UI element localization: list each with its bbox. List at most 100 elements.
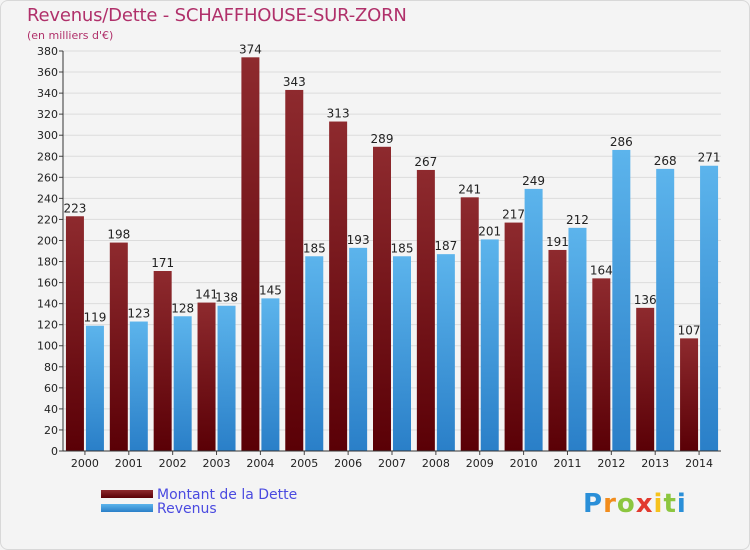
y-tick-label: 260: [37, 171, 58, 184]
x-tick-label: 2001: [115, 457, 143, 470]
data-label-dette: 241: [458, 182, 481, 196]
bar-dette: [592, 278, 611, 451]
data-label-dette: 198: [107, 228, 130, 242]
grid-lines: [63, 50, 721, 452]
legend-swatch-revenus: [101, 504, 153, 512]
y-tick-label: 100: [37, 340, 58, 353]
logo-letter: r: [603, 489, 617, 519]
y-tick-label: 360: [37, 66, 58, 79]
y-tick-label: 280: [37, 150, 58, 163]
x-tick-label: 2014: [685, 457, 713, 470]
bar-revenus: [129, 321, 148, 451]
data-label-revenus: 268: [654, 154, 677, 168]
y-tick-label: 180: [37, 256, 58, 269]
logo-letter: i: [653, 489, 664, 519]
y-tick-label: 0: [51, 445, 58, 458]
bar-dette: [504, 222, 523, 451]
data-label-revenus: 271: [698, 151, 721, 165]
bar-dette: [285, 89, 304, 452]
bar-revenus: [173, 316, 192, 451]
legend-swatch-dette: [101, 490, 153, 498]
data-label-revenus: 201: [478, 224, 501, 238]
y-tick-label: 80: [44, 361, 58, 374]
x-tick-label: 2011: [553, 457, 581, 470]
data-label-dette: 141: [195, 288, 218, 302]
x-tick-label: 2005: [290, 457, 318, 470]
bar-revenus: [568, 227, 587, 451]
data-label-revenus: 138: [215, 291, 238, 305]
chart-subtitle: (en milliers d'€): [27, 29, 114, 42]
legend-label-revenus: Revenus: [157, 501, 217, 517]
data-label-dette: 107: [678, 323, 701, 337]
x-tick-label: 2002: [159, 457, 187, 470]
y-tick-label: 200: [37, 234, 58, 247]
y-axis-ticks: 0 20 40 60 80 100 120 140 160 180 200 220 240 260 280 3…: [37, 45, 63, 458]
bar-dette: [548, 249, 567, 451]
legend-label-dette: Montant de la Dette: [157, 487, 298, 503]
bar-revenus: [217, 305, 236, 451]
data-label-revenus: 193: [347, 233, 370, 247]
x-tick-label: 2007: [378, 457, 406, 470]
y-tick-label: 160: [37, 277, 58, 290]
bar-dette: [197, 302, 216, 451]
y-tick-label: 60: [44, 382, 58, 395]
logo-letter: x: [635, 489, 654, 519]
data-label-revenus: 286: [610, 135, 633, 149]
logo-letter: i: [676, 489, 687, 519]
bar-dette: [680, 338, 699, 451]
y-tick-label: 300: [37, 129, 58, 142]
bar-revenus: [524, 188, 543, 452]
legend-swatches: [101, 490, 153, 512]
data-label-dette: 171: [151, 256, 174, 270]
bar-dette: [416, 169, 435, 451]
bar-revenus: [700, 165, 719, 451]
bar-revenus: [261, 298, 280, 451]
bar-dette: [109, 242, 128, 451]
x-tick-label: 2010: [510, 457, 538, 470]
bars: [65, 57, 719, 452]
y-tick-label: 20: [44, 424, 58, 437]
y-tick-label: 220: [37, 213, 58, 226]
y-tick-label: 240: [37, 192, 58, 205]
bar-revenus: [393, 256, 411, 451]
data-label-revenus: 128: [171, 301, 194, 315]
data-label-dette: 267: [414, 155, 437, 169]
bar-dette: [460, 197, 479, 451]
chart-title: Revenus/Dette - SCHAFFHOUSE-SUR-ZORN: [27, 5, 407, 26]
bar-revenus: [612, 149, 631, 451]
bar-revenus: [305, 256, 324, 451]
x-tick-label: 2012: [597, 457, 625, 470]
data-label-dette: 223: [63, 201, 86, 215]
bar-dette: [241, 57, 260, 451]
bar-dette: [636, 307, 655, 451]
x-tick-label: 2004: [246, 457, 274, 470]
logo-letter: P: [583, 489, 604, 519]
bar-revenus: [436, 254, 455, 451]
y-tick-label: 140: [37, 298, 58, 311]
data-label-revenus: 123: [127, 307, 150, 321]
bar-dette: [153, 271, 172, 451]
data-label-revenus: 119: [83, 311, 106, 325]
data-label-revenus: 145: [259, 283, 282, 297]
x-tick-label: 2000: [71, 457, 99, 470]
x-tick-label: 2013: [641, 457, 669, 470]
data-label-dette: 313: [327, 107, 350, 121]
x-tick-label: 2006: [334, 457, 362, 470]
data-label-dette: 374: [239, 42, 262, 56]
data-label-dette: 164: [590, 263, 613, 277]
y-tick-label: 40: [44, 403, 58, 416]
bar-revenus: [85, 325, 104, 451]
bar-dette: [329, 121, 348, 452]
logo-letter: o: [616, 489, 636, 519]
x-tick-label: 2003: [203, 457, 231, 470]
data-label-revenus: 185: [391, 241, 414, 255]
y-tick-label: 380: [37, 45, 58, 58]
data-label-revenus: 187: [434, 239, 457, 253]
data-label-revenus: 249: [522, 174, 545, 188]
bar-dette: [373, 146, 391, 451]
y-tick-label: 340: [37, 87, 58, 100]
y-tick-label: 320: [37, 108, 58, 121]
data-label-revenus: 212: [566, 213, 589, 227]
